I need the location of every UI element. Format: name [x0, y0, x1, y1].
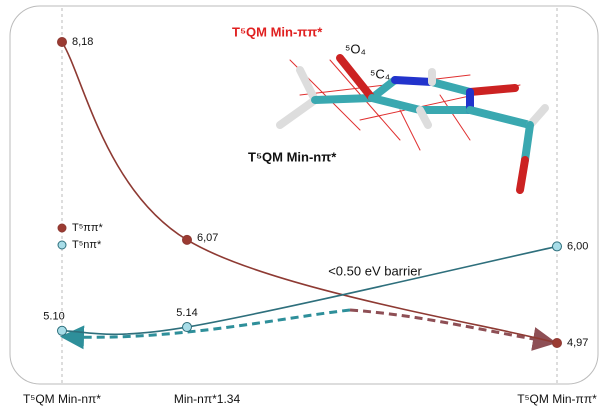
value-label: 6,00: [567, 240, 588, 252]
molecule: [280, 58, 545, 190]
frame: [10, 6, 598, 384]
point: [183, 235, 192, 244]
point: [183, 323, 192, 332]
x-tick-label: T⁵QM Min-ππ*: [517, 392, 597, 406]
annotation: ⁵O₄: [345, 41, 366, 56]
value-label: 4,97: [567, 337, 588, 349]
point: [58, 38, 67, 47]
x-tick-label: Min-nπ*1.34: [174, 392, 241, 406]
point: [58, 326, 67, 335]
legend-marker: [58, 224, 66, 232]
annotation: T⁵QM Min-ππ*: [232, 24, 323, 39]
chart: <0.50 eV barrier T⁵QM Min-ππ* ⁵O₄ ⁵C₄ T⁵…: [0, 0, 608, 412]
value-label: 5.14: [176, 307, 197, 319]
value-label: 5.10: [43, 311, 64, 323]
annotation: <0.50 eV barrier: [328, 263, 422, 278]
x-tick-label: T⁵QM Min-nπ*: [23, 392, 101, 406]
value-label: 8,18: [72, 36, 93, 48]
point: [553, 339, 562, 348]
legend-label: T⁵nπ*: [72, 239, 102, 251]
series-line: [62, 246, 557, 334]
legend-marker: [58, 241, 66, 249]
annotation: ⁵C₄: [370, 66, 390, 81]
value-label: 6,07: [197, 232, 218, 244]
point: [553, 242, 562, 251]
annotation: T⁵QM Min-nπ*: [248, 149, 337, 164]
arrow: [350, 310, 545, 341]
arrow: [72, 310, 350, 337]
legend-label: T⁵ππ*: [72, 222, 103, 234]
